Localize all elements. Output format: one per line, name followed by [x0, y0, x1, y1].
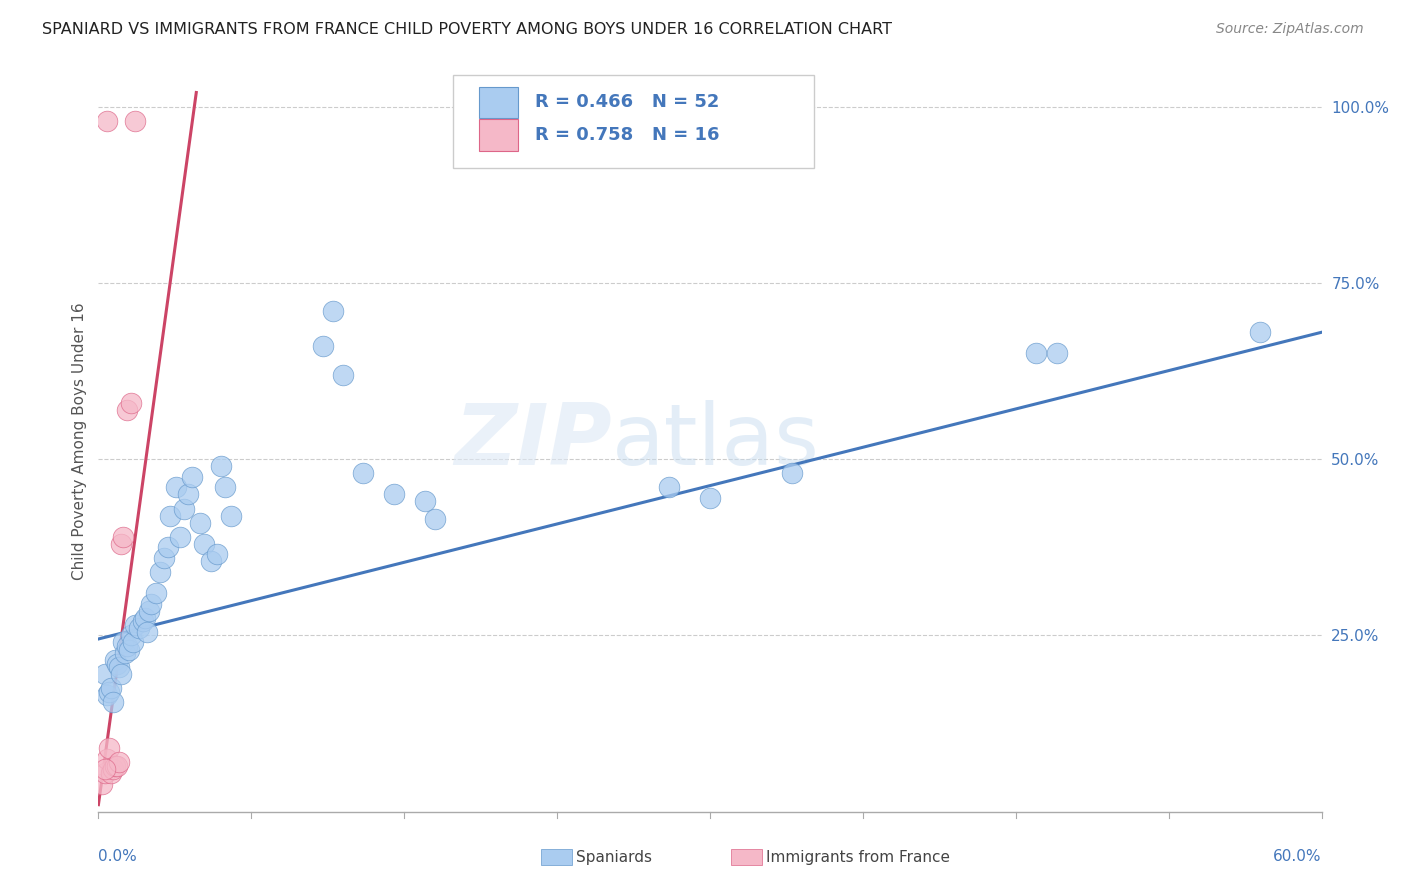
Point: [101, 695, 124, 709]
Point: [332, 368, 354, 382]
Point: [100, 681, 122, 696]
Point: [1025, 346, 1047, 360]
Point: [423, 512, 446, 526]
Point: [114, 646, 136, 660]
Point: [101, 763, 124, 777]
Point: [111, 530, 134, 544]
Point: [97, 741, 120, 756]
Point: [173, 501, 195, 516]
Point: [152, 550, 174, 565]
Point: [132, 615, 155, 629]
Point: [193, 537, 215, 551]
Point: [115, 639, 138, 653]
Point: [181, 470, 204, 484]
Text: Source: ZipAtlas.com: Source: ZipAtlas.com: [1216, 22, 1364, 37]
FancyBboxPatch shape: [479, 120, 517, 151]
Point: [145, 586, 167, 600]
Point: [188, 516, 212, 530]
Point: [128, 621, 150, 635]
Point: [108, 660, 131, 674]
Point: [93, 766, 115, 780]
Point: [214, 480, 236, 494]
Point: [93, 667, 115, 681]
Point: [219, 508, 242, 523]
Point: [115, 402, 138, 417]
Point: [200, 554, 222, 568]
Point: [352, 467, 374, 481]
Point: [110, 537, 132, 551]
Point: [699, 491, 721, 505]
Point: [159, 508, 181, 523]
Point: [138, 604, 160, 618]
Point: [108, 756, 131, 770]
Point: [91, 776, 114, 790]
FancyBboxPatch shape: [453, 75, 814, 168]
Point: [105, 759, 128, 773]
Point: [104, 653, 127, 667]
Point: [413, 494, 436, 508]
Point: [136, 624, 159, 639]
Point: [141, 597, 163, 611]
Text: 0.0%: 0.0%: [98, 849, 138, 863]
Point: [165, 480, 187, 494]
Point: [96, 113, 118, 128]
Text: R = 0.466   N = 52: R = 0.466 N = 52: [536, 94, 720, 112]
Point: [110, 667, 132, 681]
Y-axis label: Child Poverty Among Boys Under 16: Child Poverty Among Boys Under 16: [72, 302, 87, 581]
Point: [96, 752, 118, 766]
Text: Spaniards: Spaniards: [576, 850, 652, 864]
Point: [124, 113, 146, 128]
Point: [156, 541, 179, 555]
FancyBboxPatch shape: [479, 87, 517, 118]
Point: [780, 467, 803, 481]
Point: [322, 304, 344, 318]
Point: [312, 339, 335, 353]
Point: [177, 487, 200, 501]
Point: [96, 689, 118, 703]
Point: [209, 459, 232, 474]
Text: atlas: atlas: [612, 400, 820, 483]
Point: [97, 685, 120, 699]
Point: [205, 547, 228, 561]
Point: [169, 530, 191, 544]
Point: [1249, 325, 1271, 339]
Point: [382, 487, 405, 501]
Point: [120, 628, 142, 642]
Point: [118, 642, 141, 657]
Point: [122, 635, 145, 649]
Point: [100, 766, 122, 780]
Text: SPANIARD VS IMMIGRANTS FROM FRANCE CHILD POVERTY AMONG BOYS UNDER 16 CORRELATION: SPANIARD VS IMMIGRANTS FROM FRANCE CHILD…: [42, 22, 893, 37]
Point: [134, 611, 156, 625]
Point: [124, 618, 146, 632]
Point: [149, 565, 172, 579]
Point: [105, 657, 128, 671]
Point: [658, 480, 681, 494]
Point: [1045, 346, 1069, 360]
Text: 60.0%: 60.0%: [1274, 849, 1322, 863]
Text: R = 0.758   N = 16: R = 0.758 N = 16: [536, 126, 720, 144]
Text: Immigrants from France: Immigrants from France: [766, 850, 950, 864]
Point: [104, 759, 127, 773]
Point: [93, 763, 115, 777]
Text: ZIP: ZIP: [454, 400, 612, 483]
Point: [111, 635, 134, 649]
Point: [120, 396, 142, 410]
